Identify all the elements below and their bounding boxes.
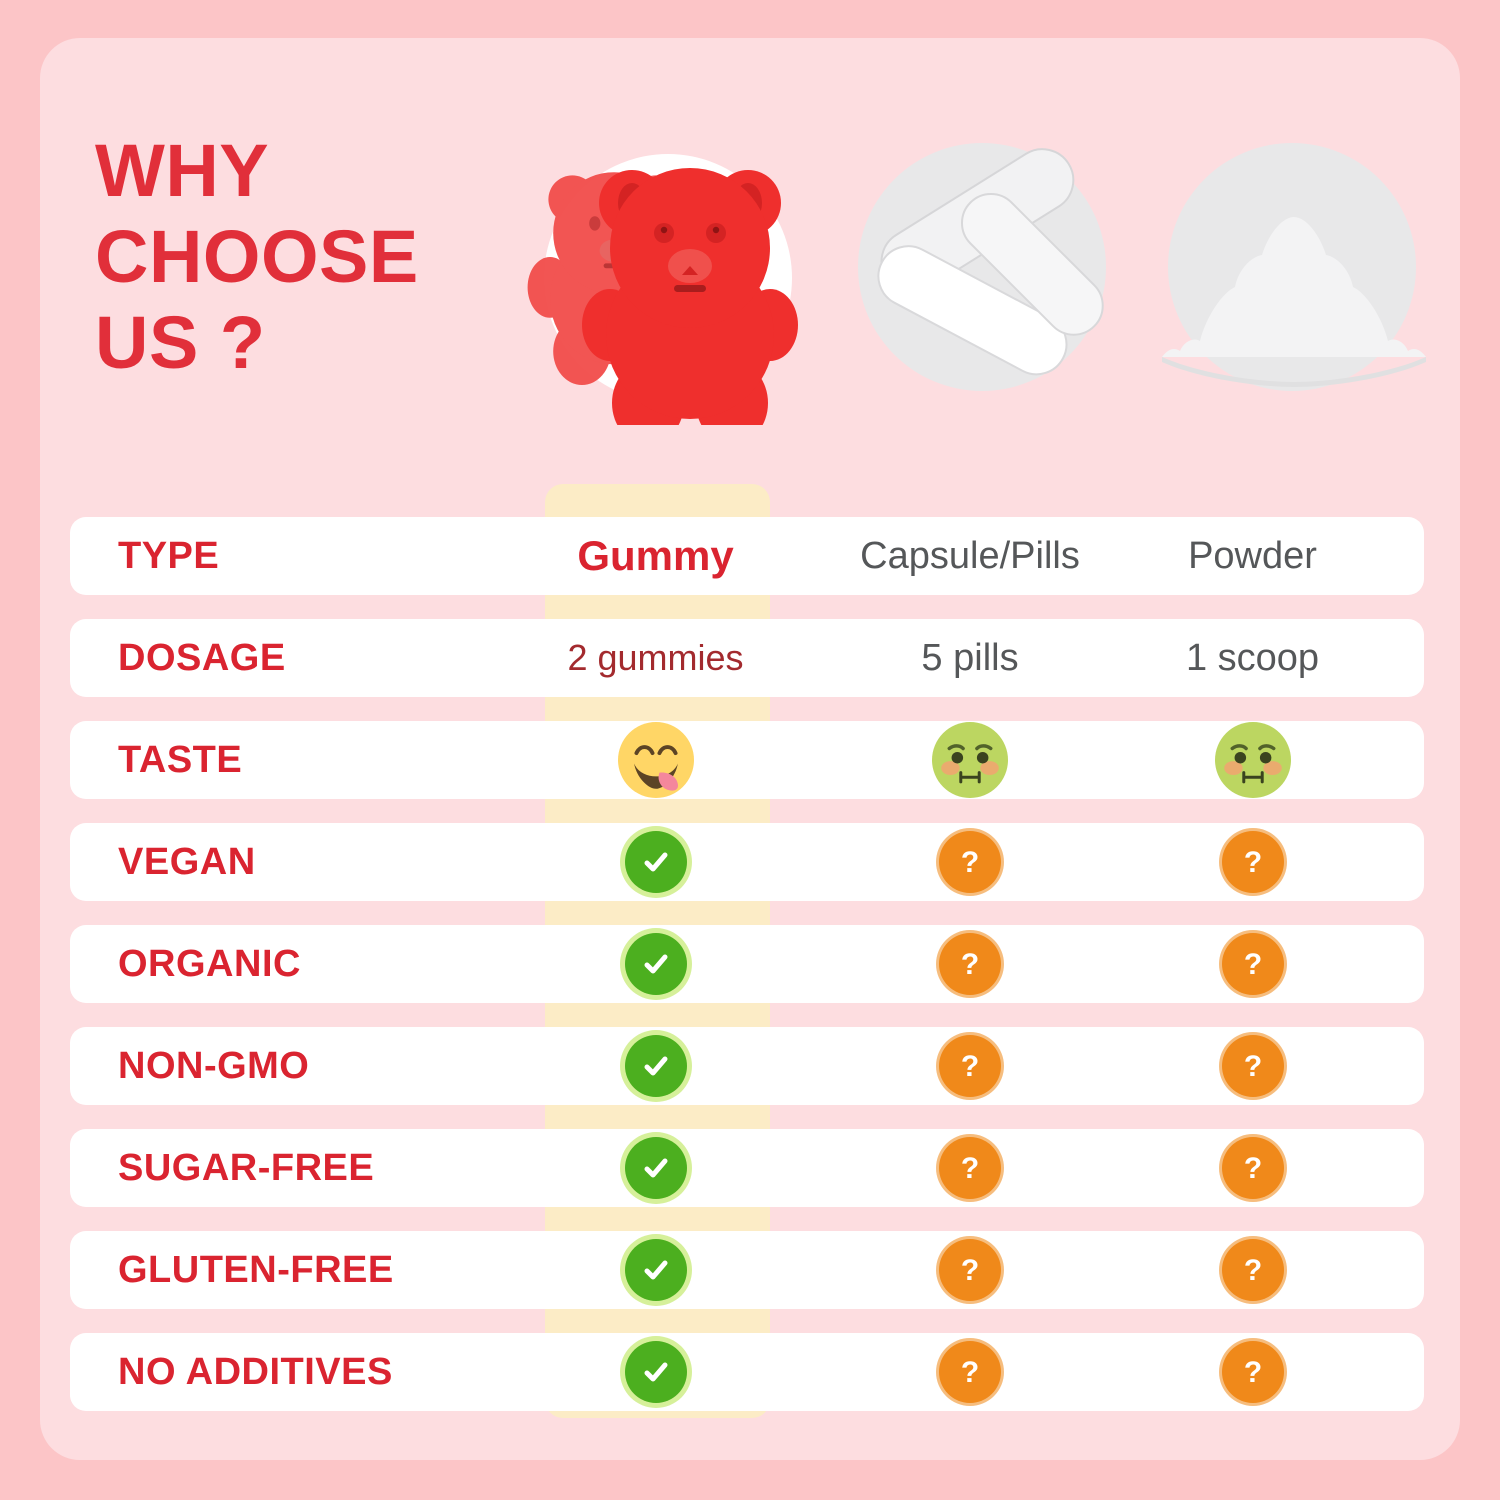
svg-text:?: ? <box>1243 1356 1261 1389</box>
svg-text:?: ? <box>1243 1152 1261 1185</box>
svg-text:?: ? <box>1243 846 1261 879</box>
svg-text:?: ? <box>961 1050 979 1083</box>
svg-text:?: ? <box>961 846 979 879</box>
svg-text:?: ? <box>1243 1254 1261 1287</box>
svg-text:?: ? <box>1243 1050 1261 1083</box>
svg-text:?: ? <box>961 1356 979 1389</box>
svg-text:?: ? <box>1243 948 1261 981</box>
svg-text:?: ? <box>961 1152 979 1185</box>
svg-text:?: ? <box>961 948 979 981</box>
svg-text:?: ? <box>961 1254 979 1287</box>
